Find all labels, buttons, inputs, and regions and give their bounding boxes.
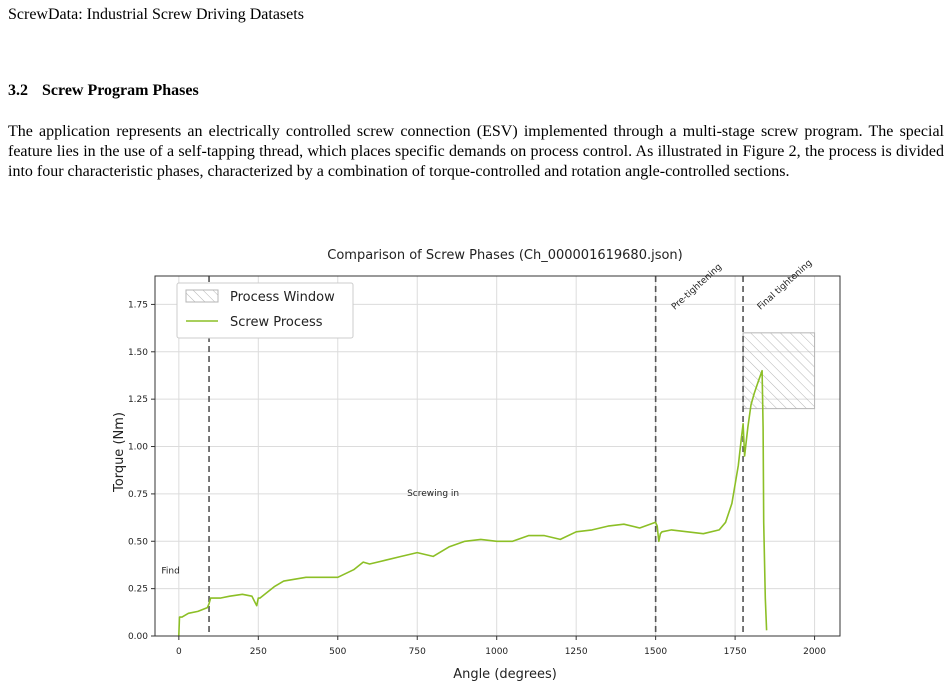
chart-title: Comparison of Screw Phases (Ch_000001619…: [327, 248, 683, 263]
y-tick-label: 0.75: [128, 490, 148, 500]
y-axis-label: Torque (Nm): [112, 412, 127, 493]
y-tick-label: 1.75: [128, 300, 148, 310]
x-tick-label: 1000: [485, 647, 508, 657]
legend-box: [176, 282, 354, 339]
phase-label: Screwing in: [407, 489, 459, 499]
y-tick-label: 1.25: [128, 395, 148, 405]
legend: Process Window Screw Process: [176, 282, 354, 339]
figure: 0 250 500 750 1000 1250 1500 1750 2000 0.00 0.25 0.…: [95, 232, 855, 688]
x-tick-label: 250: [250, 647, 267, 657]
y-tick-label: 0.00: [128, 632, 148, 642]
legend-swatch-process-window: [185, 289, 219, 303]
x-tick-label: 0: [176, 647, 182, 657]
y-tick-label: 1.50: [128, 348, 148, 358]
legend-label-process-window: Process Window: [230, 290, 335, 305]
section-heading: 3.2 Screw Program Phases: [8, 82, 199, 100]
x-tick-label: 2000: [803, 647, 826, 657]
x-tick-label: 1750: [724, 647, 747, 657]
y-tick-label: 1.00: [128, 443, 148, 453]
x-axis-label: Angle (degrees): [453, 667, 557, 682]
y-tick-label: 0.25: [128, 585, 148, 595]
screw-phase-chart: 0 250 500 750 1000 1250 1500 1750 2000 0.00 0.25 0.…: [112, 248, 841, 682]
screw-process-line: [178, 369, 768, 637]
legend-label-screw-process: Screw Process: [230, 315, 323, 330]
x-tick-label: 1250: [565, 647, 588, 657]
x-tick-label: 1500: [644, 647, 667, 657]
grid: [155, 276, 840, 637]
x-tick-label: 500: [329, 647, 346, 657]
y-tick-label: 0.50: [128, 537, 148, 547]
x-tick-label: 750: [409, 647, 426, 657]
plot-frame: [154, 275, 841, 637]
running-head: ScrewData: Industrial Screw Driving Data…: [8, 6, 304, 23]
section-title: Screw Program Phases: [42, 82, 199, 99]
phase-label: Find: [161, 566, 179, 576]
body-paragraph: The application represents an electrical…: [8, 123, 944, 180]
section-number: 3.2: [8, 82, 28, 99]
